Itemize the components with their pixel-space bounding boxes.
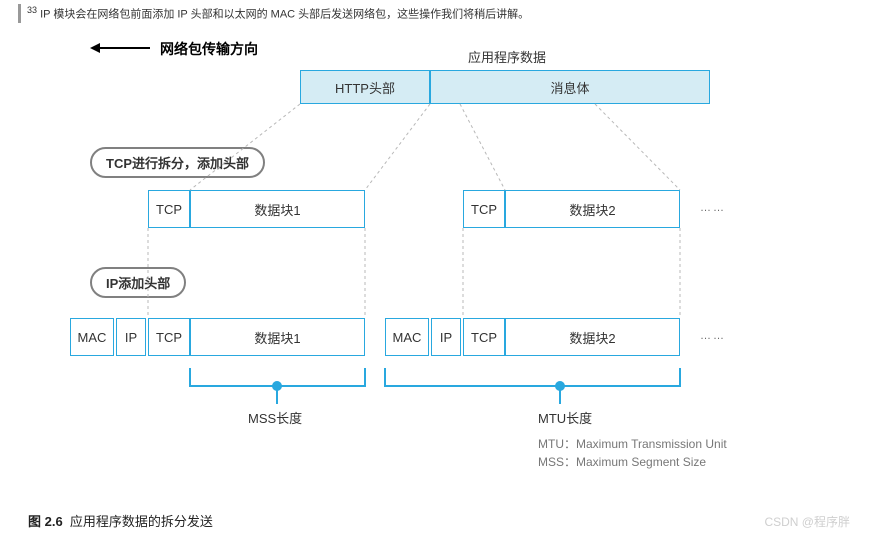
box-data2-tcp: 数据块2 bbox=[505, 190, 680, 228]
box-ip-1: IP bbox=[116, 318, 146, 356]
mss-label: MSS长度 bbox=[248, 408, 302, 427]
diagram: 网络包传输方向 应用程序数据 HTTP头部 消息体 TCP进行拆分，添加头部 T… bbox=[0, 30, 870, 500]
figure-caption: 图 2.6 应用程序数据的拆分发送 bbox=[28, 511, 213, 530]
legend-mss: MSS：Maximum Segment Size bbox=[538, 453, 727, 471]
legend: MTU：Maximum Transmission Unit MSS：Maximu… bbox=[538, 435, 727, 471]
box-mac-2: MAC bbox=[385, 318, 429, 356]
box-data2-ip: 数据块2 bbox=[505, 318, 680, 356]
figure-text: 应用程序数据的拆分发送 bbox=[70, 514, 213, 529]
box-tcp-ip-2: TCP bbox=[463, 318, 505, 356]
dots-row2: …… bbox=[700, 330, 726, 342]
figure-number: 图 2.6 bbox=[28, 514, 63, 529]
arrow-head bbox=[90, 43, 100, 53]
section-label-tcp: TCP进行拆分，添加头部 bbox=[90, 147, 265, 178]
box-tcp-1: TCP bbox=[148, 190, 190, 228]
footnote-num: 33 bbox=[27, 5, 37, 15]
box-data1-ip: 数据块1 bbox=[190, 318, 365, 356]
direction-label: 网络包传输方向 bbox=[160, 39, 258, 59]
watermark: CSDN @程序胖 bbox=[764, 513, 850, 530]
mtu-label: MTU长度 bbox=[538, 408, 592, 427]
footnote-text: IP 模块会在网络包前面添加 IP 头部和以太网的 MAC 头部后发送网络包，这… bbox=[37, 9, 529, 21]
section-label-ip: IP添加头部 bbox=[90, 267, 186, 298]
dots-row1: …… bbox=[700, 202, 726, 214]
box-ip-2: IP bbox=[431, 318, 461, 356]
box-tcp-ip-1: TCP bbox=[148, 318, 190, 356]
box-data1-tcp: 数据块1 bbox=[190, 190, 365, 228]
app-data-title: 应用程序数据 bbox=[468, 47, 546, 66]
arrow-line bbox=[100, 47, 150, 49]
box-tcp-2: TCP bbox=[463, 190, 505, 228]
box-mac-1: MAC bbox=[70, 318, 114, 356]
box-message-body: 消息体 bbox=[430, 70, 710, 104]
legend-mtu: MTU：Maximum Transmission Unit bbox=[538, 435, 727, 453]
footnote: 33 IP 模块会在网络包前面添加 IP 头部和以太网的 MAC 头部后发送网络… bbox=[18, 4, 529, 23]
box-http-header: HTTP头部 bbox=[300, 70, 430, 104]
